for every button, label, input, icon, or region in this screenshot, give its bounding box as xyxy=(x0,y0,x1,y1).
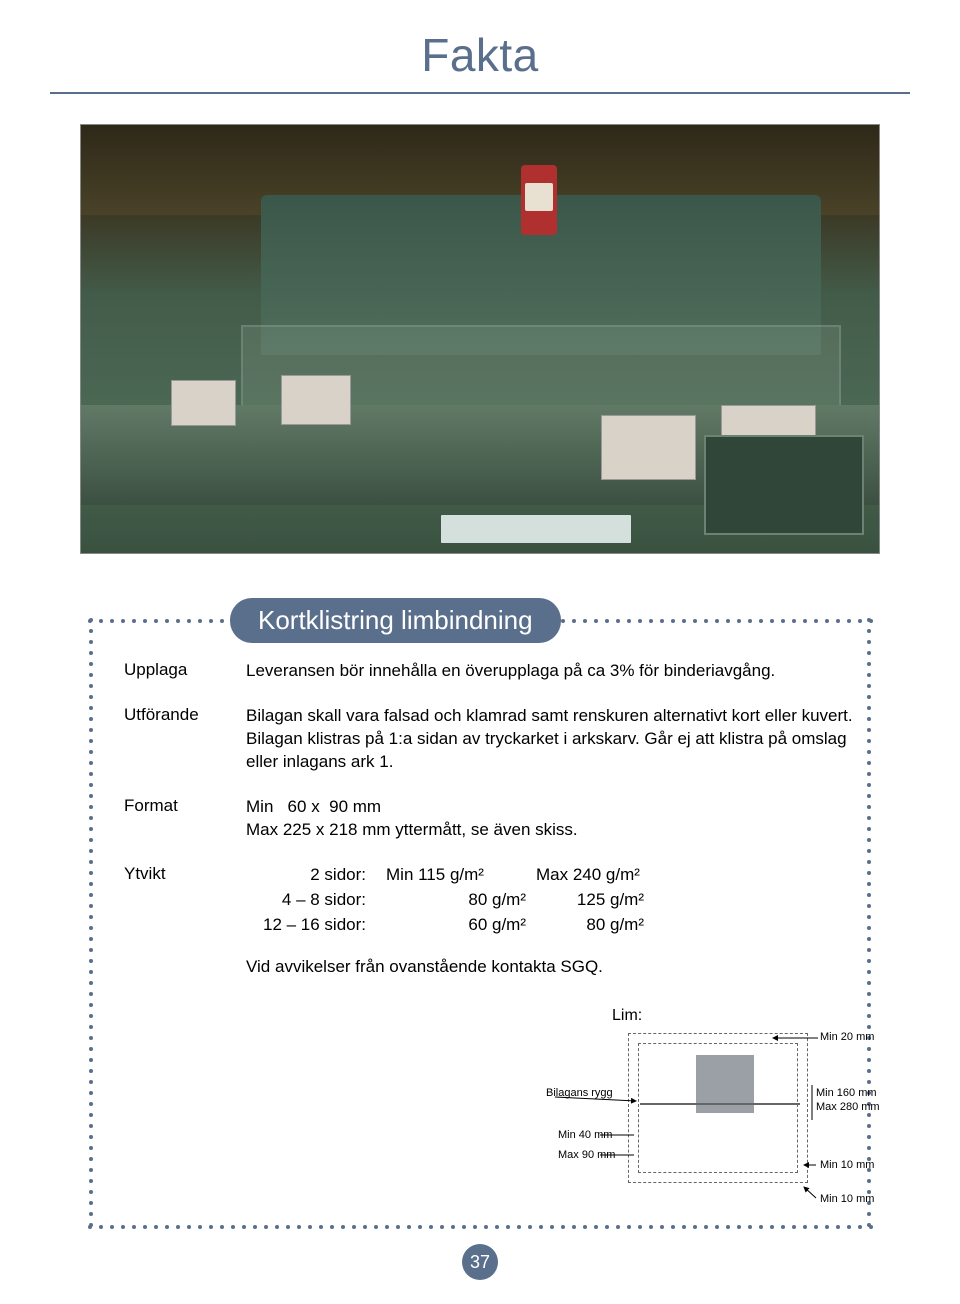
yt-r1c0: 4 – 8 sidor: xyxy=(246,889,386,914)
section-heading: Kortklistring limbindning xyxy=(230,598,561,643)
yt-r1c1: 80 g/m² xyxy=(386,889,536,914)
format-line-0: Min 60 x 90 mm xyxy=(246,796,854,819)
dg-min40: Min 40 mm xyxy=(558,1129,612,1141)
dg-min160: Min 160 mm xyxy=(816,1087,877,1099)
yt-r2c2: 80 g/m² xyxy=(536,914,686,939)
dg-bilagans-rygg: Bilagans rygg xyxy=(546,1087,613,1099)
title-underline xyxy=(50,92,910,94)
ytvikt-table: 2 sidor: Min 115 g/m² Max 240 g/m² 4 – 8… xyxy=(246,864,854,939)
format-line-1: Max 225 x 218 mm yttermått, se även skis… xyxy=(246,819,854,842)
dg-min20: Min 20 mm xyxy=(820,1031,874,1043)
page-number: 37 xyxy=(462,1244,498,1280)
dg-min10a: Min 10 mm xyxy=(820,1159,874,1171)
yt-r0c2: Max 240 g/m² xyxy=(536,864,686,889)
text-upplaga: Leveransen bör innehålla en överupplaga … xyxy=(246,660,854,683)
yt-r0c1: Min 115 g/m² xyxy=(386,864,536,889)
hero-photo xyxy=(80,124,880,554)
yt-r0c0: 2 sidor: xyxy=(246,864,386,889)
dg-max280: Max 280 mm xyxy=(816,1101,880,1113)
page-title: Fakta xyxy=(0,0,960,92)
yt-r2c1: 60 g/m² xyxy=(386,914,536,939)
yt-r1c2: 125 g/m² xyxy=(536,889,686,914)
ytvikt-footer: Vid avvikelser från ovanstående kontakta… xyxy=(246,956,854,979)
label-utforande: Utförande xyxy=(106,705,246,725)
text-utforande: Bilagan skall vara falsad och klamrad sa… xyxy=(246,705,854,774)
dotframe-bottom xyxy=(88,1224,872,1230)
glue-diagram: Lim: Min 20 mm Bilagans rygg Min 160 mm … xyxy=(548,1005,868,1215)
dg-max90: Max 90 mm xyxy=(558,1149,615,1161)
yt-r2c0: 12 – 16 sidor: xyxy=(246,914,386,939)
label-upplaga: Upplaga xyxy=(106,660,246,680)
label-ytvikt: Ytvikt xyxy=(106,864,246,884)
text-format: Min 60 x 90 mm Max 225 x 218 mm yttermåt… xyxy=(246,796,854,842)
label-format: Format xyxy=(106,796,246,816)
dg-min10b: Min 10 mm xyxy=(820,1193,874,1205)
